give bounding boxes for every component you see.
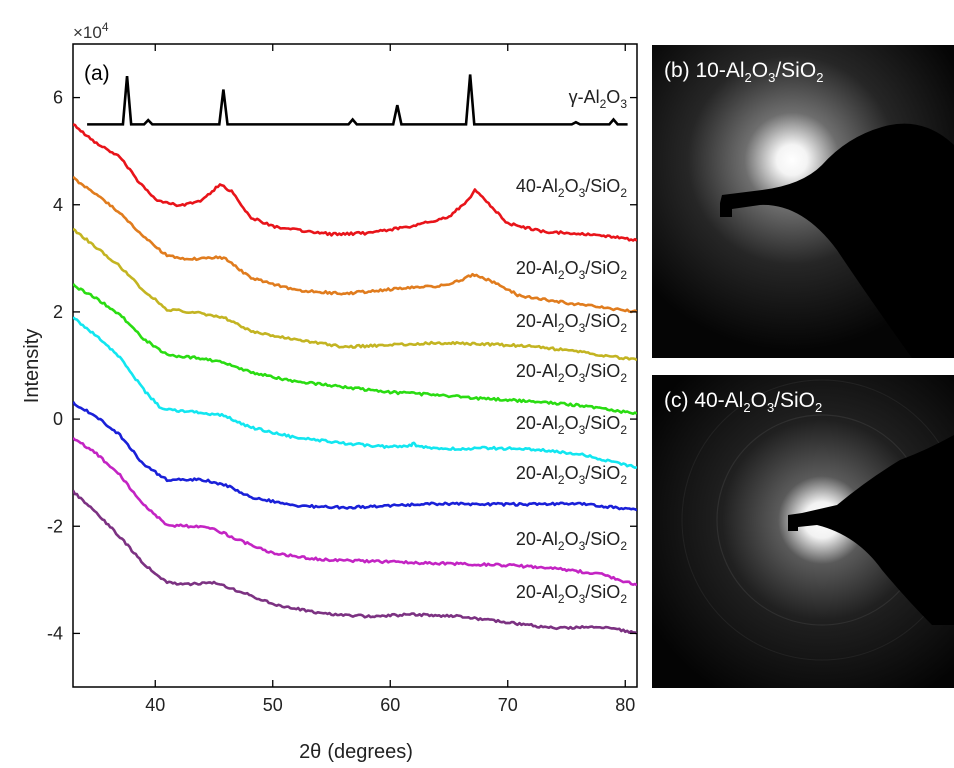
diffraction-pattern-b	[652, 45, 954, 358]
y-axis-label: Intensity	[21, 329, 43, 403]
series-label-4: 20-Al2O3/SiO2	[516, 361, 627, 385]
series-label-2: 20-Al2O3/SiO2	[516, 258, 627, 282]
series-label-3: 20-Al2O3/SiO2	[516, 311, 627, 335]
series-label-1: 40-Al2O3/SiO2	[516, 176, 627, 200]
diffraction-pattern-c	[652, 375, 954, 688]
series-label-6: 20-Al2O3/SiO2	[516, 463, 627, 487]
y-tick-label: -2	[47, 516, 63, 536]
panel-label-c: (c) 40-Al2O3/SiO2	[664, 389, 823, 416]
x-axis-label: 2θ (degrees)	[299, 741, 413, 763]
y-tick-label: 2	[53, 302, 63, 322]
series-group	[73, 74, 637, 635]
series-line-3	[73, 227, 637, 362]
series-label-7: 20-Al2O3/SiO2	[516, 529, 627, 553]
svg-text:×104: ×104	[73, 20, 109, 42]
panel-label-b: (b) 10-Al2O3/SiO2	[664, 59, 824, 86]
diffraction-image-c: (c) 40-Al2O3/SiO2	[652, 375, 954, 688]
series-labels: 40-Al2O3/SiO2 20-Al2O3/SiO2 20-Al2O3/SiO2 2…	[516, 87, 627, 606]
x-tick-label: 40	[145, 695, 165, 715]
diffraction-ring	[681, 379, 954, 661]
series-line-7	[73, 436, 637, 587]
xrd-chart: 40 50 60 70 80 6 4 2 0 -2 -4 40-Al2O3/SiO2 20-Al2O3…	[21, 20, 638, 763]
diffraction-image-b: (b) 10-Al2O3/SiO2	[652, 45, 954, 358]
series-line-8	[73, 489, 637, 635]
plot-frame	[72, 43, 638, 688]
series-line-2	[73, 175, 637, 314]
beam-stop-c	[788, 435, 954, 625]
x-tick-label: 80	[615, 695, 635, 715]
exponent-label: ×104	[73, 20, 109, 42]
series-line-5	[73, 316, 637, 469]
beam-stop-b	[720, 123, 954, 358]
x-tick-label: 70	[498, 695, 518, 715]
series-line-6	[73, 401, 637, 512]
y-tick-label: 6	[53, 88, 63, 108]
y-tick-label: -4	[47, 623, 63, 643]
y-tick-label: 0	[53, 409, 63, 429]
y-tick-label: 4	[53, 195, 63, 215]
reference-label: γ-Al2O3	[569, 87, 628, 111]
series-line-1	[73, 123, 637, 242]
reference-pattern-line	[87, 74, 628, 126]
series-label-5: 20-Al2O3/SiO2	[516, 413, 627, 437]
axis-ticks: 40 50 60 70 80 6 4 2 0 -2 -4	[47, 44, 637, 715]
series-label-8: 20-Al2O3/SiO2	[516, 582, 627, 606]
panel-label-a: (a)	[84, 62, 110, 85]
x-tick-label: 50	[263, 695, 283, 715]
series-line-4	[73, 283, 637, 415]
x-tick-label: 60	[380, 695, 400, 715]
